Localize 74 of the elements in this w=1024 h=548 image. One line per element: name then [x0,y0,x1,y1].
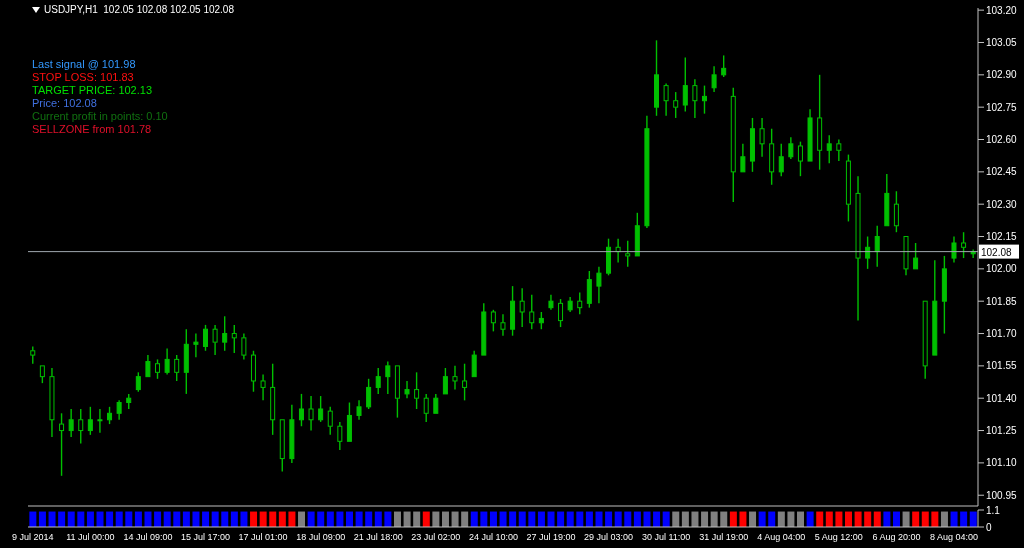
x-tick-label: 21 Jul 18:00 [353,532,403,543]
annotation: Last signal @ 101.98 [32,58,137,71]
y-tick-label: 1.1 [986,504,1001,516]
x-tick-label: 31 Jul 19:00 [699,532,749,543]
candlestick [788,136,794,160]
candlestick [289,403,295,464]
candlestick [337,421,343,451]
annotation: SELLZONE from 101.78 [32,123,153,136]
y-tick-label: 100.95 [986,489,1018,501]
candlestick [548,294,554,311]
candlestick [500,313,506,337]
candlestick [193,332,199,358]
x-tick-label: 27 Jul 19:00 [526,532,576,543]
candlestick [759,117,765,158]
y-tick-label: 102.00 [986,263,1018,275]
y-tick-label: 101.25 [986,425,1018,437]
x-tick-label: 14 Jul 09:00 [123,532,173,543]
candlestick [567,296,573,313]
y-tick-label: 101.10 [986,457,1018,469]
annotation: STOP LOSS: 101.83 [32,71,135,84]
candlestick [836,138,842,162]
x-tick-label: 11 Jul 00:00 [66,532,115,543]
x-tick-label: 29 Jul 03:00 [584,532,634,543]
y-tick-label: 102.75 [986,101,1018,113]
x-tick-label: 30 Jul 11:00 [641,532,691,543]
annotation: Current profit in points: 0.10 [32,110,168,123]
candlestick [644,115,650,229]
x-tick-label: 15 Jul 17:00 [181,532,231,543]
annotation: Price: 102.08 [32,97,98,110]
candlestick [519,287,525,328]
y-tick-label: 101.40 [986,392,1018,404]
candlestick [951,235,957,264]
candlestick [260,373,266,402]
candlestick [308,395,314,432]
y-tick-label: 103.05 [986,37,1018,49]
candlestick [97,408,103,434]
y-tick-label: 103.20 [986,4,1018,16]
x-tick-label: 9 Jul 2014 [12,532,54,543]
candlestick [855,175,861,322]
x-tick-label: 5 Aug 12:00 [814,532,863,543]
candlestick [596,266,602,305]
candlestick [68,408,74,438]
x-tick-label: 23 Jul 02:00 [411,532,461,543]
candlestick [692,78,698,119]
candlestick [212,324,218,356]
candlestick [356,399,362,421]
y-tick-label: 102.45 [986,166,1018,178]
x-tick-label: 18 Jul 09:00 [296,532,346,543]
y-tick-label: 102.15 [986,231,1018,243]
annotation: TARGET PRICE: 102.13 [32,84,154,97]
y-tick-label: 101.55 [986,360,1018,372]
candlestick [452,365,458,391]
candlestick [116,399,122,421]
candlestick [385,360,391,395]
y-tick-label: 0 [986,521,992,533]
y-tick-label: 102.30 [986,198,1018,210]
candlestick [404,380,410,399]
x-tick-label: 8 Aug 04:00 [929,532,979,543]
x-tick-label: 17 Jul 01:00 [238,532,288,543]
x-tick-label: 24 Jul 10:00 [468,532,518,543]
candlestick [49,367,55,438]
candlestick [241,332,247,361]
x-tick-label: 4 Aug 04:00 [757,532,806,543]
y-tick-label: 102.60 [986,134,1018,146]
y-tick-label: 102.90 [986,69,1018,81]
candlestick [615,237,621,264]
y-tick-label: 101.85 [986,295,1018,307]
candlestick [663,82,669,117]
chart-title: USDJPY,H1 102.05 102.08 102.05 102.08 [44,4,234,15]
ref-line-label: 102.08 [981,246,1013,258]
x-tick-label: 6 Aug 20:00 [872,532,921,543]
candlestick [817,74,823,171]
candlestick [711,65,717,93]
y-tick-label: 101.70 [986,328,1018,340]
